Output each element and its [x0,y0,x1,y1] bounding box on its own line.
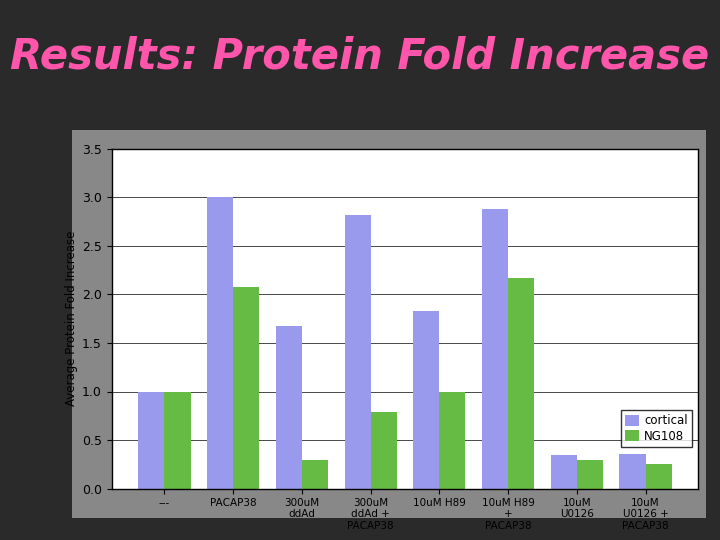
Bar [276,326,302,489]
Bar [551,455,577,489]
Bar [302,460,328,489]
Legend: cortical, NG108: cortical, NG108 [621,409,693,447]
Bar [233,287,259,489]
Bar [646,464,672,489]
Bar [577,460,603,489]
Bar [371,412,397,489]
Bar [138,392,164,489]
Bar [619,454,646,489]
Bar [207,197,233,489]
Bar [439,392,466,489]
Bar [482,209,508,489]
Y-axis label: Average Protein Fold Increase: Average Protein Fold Increase [65,231,78,406]
Bar [508,278,534,489]
Bar [413,311,439,489]
Bar [164,392,191,489]
Text: Results: Protein Fold Increase: Results: Protein Fold Increase [10,36,710,78]
Bar [344,214,371,489]
